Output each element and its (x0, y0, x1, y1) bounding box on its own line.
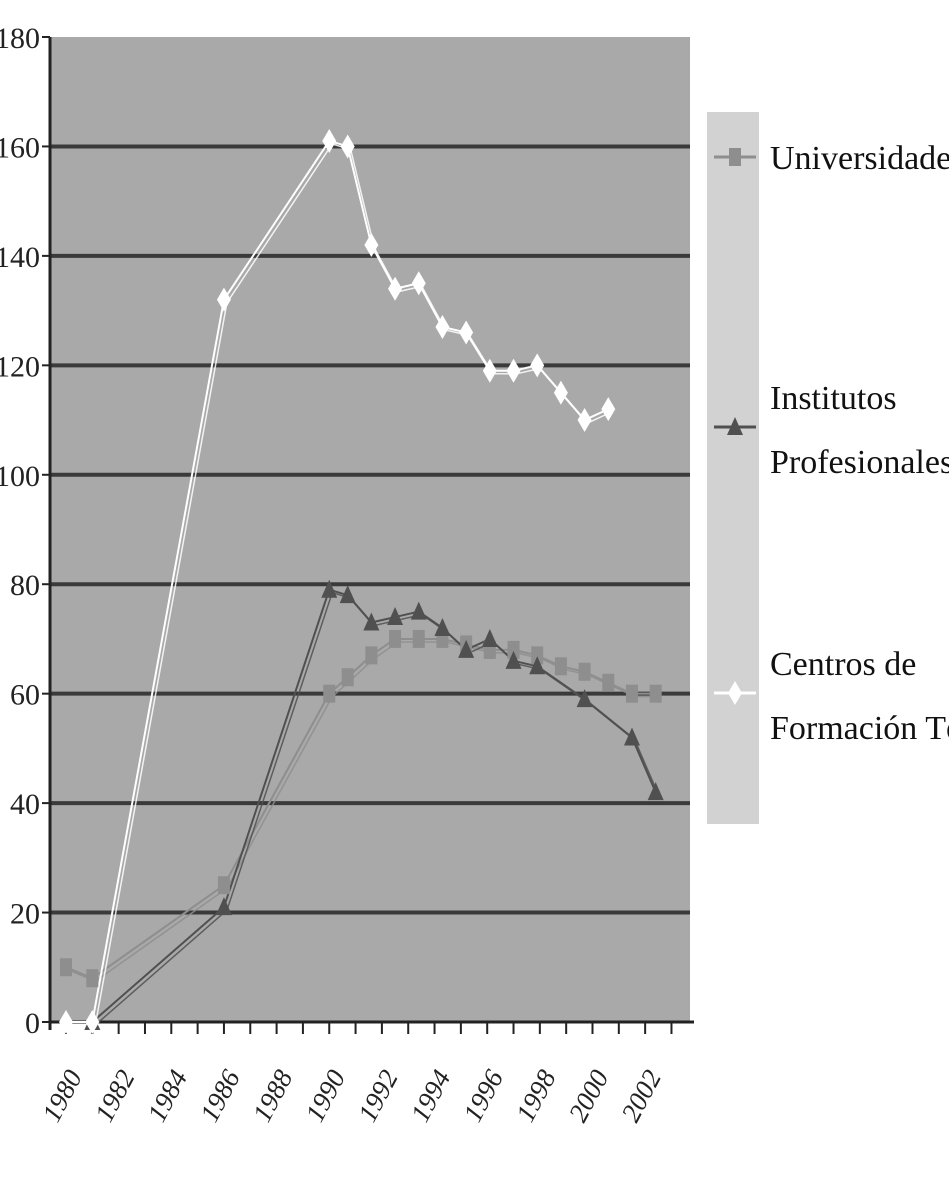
data-point-universidades (341, 668, 354, 687)
data-point-institutos-profesionales (576, 689, 593, 708)
y-tick-label: 140 (0, 241, 40, 274)
x-tick-label: 1988 (247, 1064, 299, 1126)
series-line-shadow-universidades (68, 641, 659, 982)
data-point-universidades (649, 684, 662, 703)
data-point-centros-de-formacion-tecnica (459, 320, 474, 345)
data-point-centros-de-formacion-tecnica (553, 380, 568, 405)
data-point-institutos-profesionales (387, 607, 404, 626)
data-point-centros-de-formacion-tecnica (216, 287, 231, 312)
legend-label-centros-de-formacion-tecnica: Formación Técnica (770, 710, 949, 747)
data-point-institutos-profesionales (410, 601, 427, 620)
data-point-universidades (554, 657, 567, 676)
x-tick-label: 1980 (36, 1064, 88, 1126)
y-tick-label: 0 (25, 1007, 40, 1040)
data-point-universidades (86, 969, 99, 988)
data-point-centros-de-formacion-tecnica (388, 276, 403, 301)
data-point-institutos-profesionales (458, 639, 475, 658)
series-markers (59, 128, 664, 1034)
y-tick-label: 60 (10, 679, 40, 712)
data-point-centros-de-formacion-tecnica (482, 358, 497, 383)
y-tick-label: 20 (10, 898, 40, 931)
x-tick-label: 1998 (510, 1064, 562, 1126)
data-point-centros-de-formacion-tecnica (530, 353, 545, 378)
y-tick-label: 180 (0, 22, 40, 55)
y-tick-label: 80 (10, 569, 40, 602)
legend: Universidades Institutos Profesionales Cent… (714, 140, 949, 747)
data-point-universidades (412, 629, 425, 648)
data-point-universidades (531, 646, 544, 665)
data-point-institutos-profesionales (321, 579, 338, 598)
data-point-universidades (60, 958, 72, 977)
data-point-institutos-profesionales (481, 628, 498, 647)
data-point-universidades (625, 684, 638, 703)
x-tick-label: 1986 (194, 1064, 246, 1126)
y-tick-label: 100 (0, 460, 40, 493)
x-tick-label: 1994 (405, 1065, 457, 1127)
data-point-universidades (602, 673, 615, 692)
data-point-universidades (507, 640, 520, 659)
legend-label-institutos-profesionales: Institutos (770, 380, 897, 417)
data-point-institutos-profesionales (529, 656, 546, 675)
data-point-centros-de-formacion-tecnica (85, 1010, 100, 1034)
data-point-centros-de-formacion-tecnica (340, 134, 355, 159)
y-tick-label: 120 (0, 350, 40, 383)
data-point-institutos-profesionales (339, 585, 356, 604)
gridlines (50, 144, 690, 915)
legend-marker-centros-de-formacion-tecnica (728, 681, 742, 705)
data-point-centros-de-formacion-tecnica (435, 315, 450, 340)
data-point-institutos-profesionales (434, 618, 451, 636)
x-axis-ticks: 1980 1982 1984 1986 1988 1990 1992 1994 1996 1998… (36, 1022, 673, 1127)
data-point-institutos-profesionales (647, 782, 664, 801)
data-point-institutos-profesionales (623, 727, 640, 746)
x-tick-label: 1990 (299, 1064, 351, 1126)
data-point-universidades (578, 662, 591, 681)
data-point-institutos-profesionales (215, 897, 232, 916)
data-point-institutos-profesionales (505, 650, 522, 669)
data-point-centros-de-formacion-tecnica (364, 232, 379, 257)
legend-label-universidades: Universidades (770, 140, 949, 177)
legend-label-centros-de-formacion-tecnica: Centros de (770, 646, 916, 683)
x-tick-label: 2000 (563, 1064, 615, 1126)
y-axis-ticks: 0 20 40 60 80 100 120 140 160 180 (0, 22, 50, 1040)
data-point-centros-de-formacion-tecnica (411, 271, 426, 296)
data-point-institutos-profesionales (363, 612, 380, 631)
series-line-shadow-centros-de-formacion-tecnica (69, 143, 612, 1026)
data-point-centros-de-formacion-tecnica (59, 1010, 73, 1034)
x-tick-label: 1984 (141, 1065, 193, 1127)
data-point-centros-de-formacion-tecnica (601, 397, 616, 422)
x-tick-label: 2002 (615, 1065, 667, 1127)
data-point-centros-de-formacion-tecnica (506, 358, 521, 383)
data-point-universidades (323, 684, 336, 703)
x-tick-label: 1992 (352, 1065, 404, 1127)
data-point-centros-de-formacion-tecnica (577, 408, 592, 433)
legend-marker-institutos-profesionales (727, 417, 743, 435)
axes (48, 37, 694, 1030)
data-point-universidades (389, 629, 402, 648)
data-point-universidades (365, 646, 378, 665)
legend-box (707, 112, 759, 824)
data-point-universidades (217, 876, 230, 895)
x-tick-label: 1982 (89, 1065, 141, 1127)
y-tick-label: 40 (10, 788, 40, 821)
legend-marker-universidades (729, 148, 741, 166)
legend-label-institutos-profesionales: Profesionales (770, 444, 949, 481)
data-point-centros-de-formacion-tecnica (322, 128, 337, 153)
plot-background (50, 37, 690, 1022)
y-tick-label: 160 (0, 131, 40, 164)
x-tick-label: 1996 (457, 1064, 509, 1126)
